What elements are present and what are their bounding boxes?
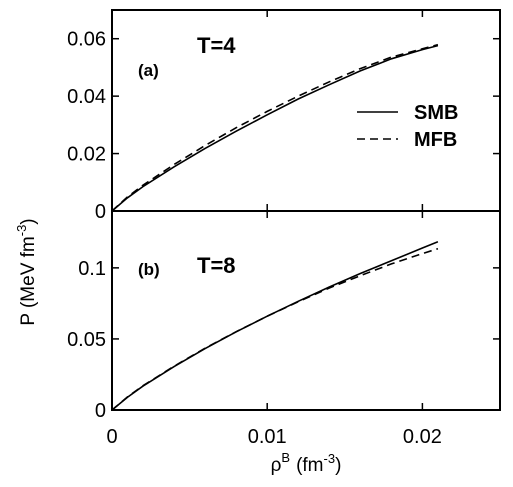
panel-b-tag: (b) <box>138 260 160 279</box>
panel-a-y-tick-label-0: 0 <box>95 201 106 223</box>
legend-smb-label: SMB <box>414 102 458 124</box>
panel-a-series-mfb <box>111 43 439 212</box>
y-axis-title: P (MeV fm-3) <box>14 218 39 325</box>
x-axis-title-symbol: ρ <box>271 455 282 476</box>
panel-a-series-smb <box>111 44 439 212</box>
panel-a-temperature-label: T=4 <box>197 33 236 58</box>
x-axis-title-unit-superscript: -3 <box>324 451 336 466</box>
panel-b-y-tick-label-2: 0.1 <box>78 258 106 280</box>
panel-b-temperature-label: T=8 <box>197 253 236 278</box>
x-axis-title: ρB (fm-3) <box>271 450 342 476</box>
x-axis-title-close: ) <box>335 455 341 476</box>
panel-b-y-tick-label-0: 0 <box>95 400 106 422</box>
panel-b-grid-ticks: 0 0.05 0.1 0 0.01 0.02 <box>67 211 500 448</box>
legend: SMB MFB <box>357 102 458 151</box>
panel-b-series <box>111 241 439 411</box>
panel-b-series-smb <box>111 241 439 411</box>
panel-a-y-tick-label-2: 0.04 <box>67 86 106 108</box>
panel-b-x-tick-label-0: 0 <box>106 426 117 448</box>
panel-a-series <box>111 43 439 212</box>
panel-b-x-tick-label-1: 0.01 <box>248 426 287 448</box>
panel-a-tag: (a) <box>138 61 159 80</box>
y-axis-title-text: P (MeV fm <box>18 236 39 325</box>
y-axis-title-close: ) <box>18 218 39 224</box>
panel-a-grid-ticks: 0 0.02 0.04 0.06 <box>67 10 500 223</box>
panel-b-series-mfb <box>111 247 439 411</box>
panel-b-frame <box>111 210 501 411</box>
panel-a-y-tick-label-1: 0.02 <box>67 144 106 166</box>
panel-b: 0 0.05 0.1 0 0.01 0.02 (b) T=8 <box>67 210 501 448</box>
legend-mfb-label: MFB <box>414 129 457 151</box>
x-axis-title-superscript: B <box>281 450 290 465</box>
panel-b-y-tick-label-1: 0.05 <box>67 329 106 351</box>
x-axis-title-unit: (fm <box>296 455 323 476</box>
y-axis-title-superscript: -3 <box>14 225 29 237</box>
panel-b-x-tick-label-2: 0.02 <box>403 426 442 448</box>
panel-a-y-tick-label-3: 0.06 <box>67 29 106 51</box>
panel-a: 0 0.02 0.04 0.06 (a) T=4 SMB MFB <box>67 9 501 223</box>
